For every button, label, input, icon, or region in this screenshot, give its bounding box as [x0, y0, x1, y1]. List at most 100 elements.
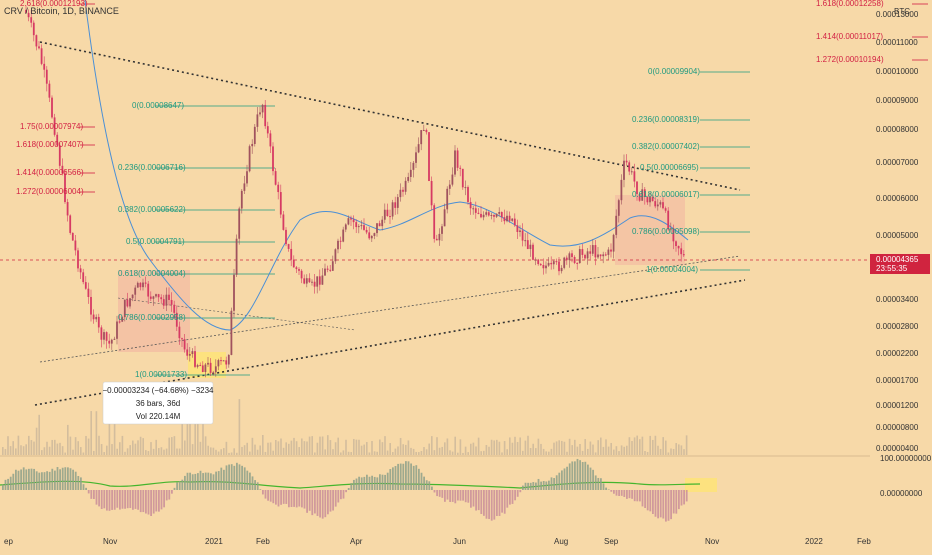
candle-body	[64, 173, 66, 203]
candle-body	[173, 304, 176, 313]
candle-body	[357, 226, 360, 228]
oscillator-bar	[113, 490, 116, 510]
oscillator-bar	[236, 462, 238, 490]
candle-body	[404, 180, 407, 192]
oscillator-bar	[342, 490, 345, 499]
candle-body	[425, 129, 428, 133]
candle-body	[506, 215, 508, 222]
fib-label: 0.236(0.00008319)	[632, 115, 700, 124]
volume-bar	[85, 435, 87, 455]
candle-body	[246, 171, 248, 184]
volume-bar	[519, 437, 521, 455]
oscillator-bar	[264, 490, 267, 499]
oscillator-bar	[4, 479, 7, 490]
time-tick-label: Sep	[604, 537, 619, 546]
oscillator-pane[interactable]: 100.00000000 0.00000000	[0, 454, 932, 522]
oscillator-bar	[438, 490, 441, 497]
candle-body	[630, 171, 633, 173]
candle-body	[53, 117, 56, 135]
oscillator-bar	[301, 490, 303, 508]
oscillator-bar	[490, 490, 493, 521]
volume-bar	[191, 444, 194, 455]
candle-body	[144, 282, 147, 284]
volume-bar	[516, 442, 519, 455]
candle-body	[279, 192, 282, 215]
volume-bar	[423, 447, 425, 455]
volume-bar	[457, 452, 459, 455]
volume-bar	[168, 437, 170, 455]
candle-body	[451, 174, 454, 185]
candle-body	[105, 332, 108, 341]
volume-bar	[386, 450, 389, 455]
volume-bar	[215, 449, 217, 455]
oscillator-bar	[251, 476, 254, 490]
candle-body	[641, 189, 644, 201]
oscillator-bar	[223, 469, 225, 490]
candle-body	[165, 294, 168, 306]
volume-bar	[464, 446, 467, 455]
volume-bar	[355, 439, 358, 455]
candle-body	[227, 354, 230, 365]
oscillator-bar	[659, 490, 662, 518]
price-tick-label: 0.00010000	[876, 67, 919, 76]
last-price-tag: 0.00004365 23:55:35	[870, 254, 930, 274]
price-axis[interactable]: BTC 0.00013000 0.00011000 0.00010000 0.0000…	[876, 7, 919, 453]
candle-body	[480, 213, 482, 218]
candle-body	[565, 257, 568, 261]
candle-body	[103, 332, 105, 340]
oscillator-bar	[457, 490, 459, 501]
volume-bar	[106, 445, 108, 455]
candle-body	[240, 190, 243, 209]
oscillator-bar	[85, 487, 87, 490]
volume-bar	[670, 448, 672, 455]
oscillator-bar	[150, 490, 152, 517]
fib-label: 0.236(0.00006716)	[118, 163, 186, 172]
candle-body	[675, 241, 677, 247]
volume-bar	[636, 435, 638, 455]
volume-layer	[2, 395, 688, 455]
candle-body	[303, 278, 306, 284]
oscillator-bar	[475, 490, 477, 511]
candle-body	[318, 276, 321, 285]
volume-bar	[420, 450, 423, 455]
volume-bar	[56, 443, 59, 455]
volume-bar	[605, 439, 607, 455]
volume-bar	[553, 442, 555, 455]
oscillator-bar	[537, 478, 540, 490]
candle-body	[417, 144, 420, 153]
oscillator-bar	[667, 490, 670, 521]
oscillator-bar	[7, 478, 9, 490]
oscillator-bar	[181, 479, 184, 490]
oscillator-bar	[683, 490, 685, 505]
volume-bar	[137, 440, 139, 455]
oscillator-bar	[293, 490, 295, 507]
inner-trendline[interactable]	[39, 255, 741, 363]
volume-bar	[246, 442, 248, 455]
fib-label: 0.618(0.00004004)	[118, 269, 186, 278]
oscillator-bar	[256, 482, 259, 490]
candle-body	[134, 287, 137, 295]
volume-bar	[262, 435, 264, 455]
candle-body	[152, 296, 155, 299]
volume-bar	[223, 448, 225, 455]
time-axis[interactable]: ep Nov 2021 Feb Apr Jun Aug Sep Nov 2022 Feb	[4, 537, 871, 546]
volume-bar	[186, 407, 189, 455]
candle-body	[181, 338, 183, 340]
oscillator-bar	[35, 471, 38, 490]
oscillator-bar	[631, 490, 633, 499]
oscillator-bar	[212, 474, 215, 490]
oscillator-bar	[654, 490, 657, 517]
oscillator-bar	[418, 468, 420, 490]
candle-body	[298, 269, 300, 271]
price-tick-label: 0.00013000	[876, 10, 919, 19]
volume-bar	[28, 435, 30, 455]
oscillator-bar	[246, 470, 249, 490]
oscillator-bar	[43, 472, 46, 490]
candle-body	[168, 294, 170, 300]
volume-bar	[210, 447, 212, 455]
volume-bar	[563, 441, 566, 455]
oscillator-bar	[230, 464, 233, 490]
oscillator-bar	[241, 465, 243, 490]
